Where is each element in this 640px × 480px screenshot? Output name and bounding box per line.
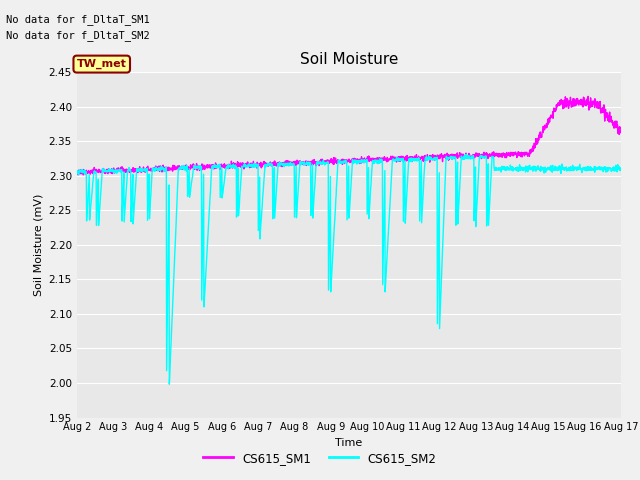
X-axis label: Time: Time — [335, 438, 362, 448]
Text: No data for f_DltaT_SM1: No data for f_DltaT_SM1 — [6, 13, 150, 24]
Y-axis label: Soil Moisture (mV): Soil Moisture (mV) — [33, 193, 43, 296]
Text: TW_met: TW_met — [77, 59, 127, 69]
Text: No data for f_DltaT_SM2: No data for f_DltaT_SM2 — [6, 30, 150, 41]
Title: Soil Moisture: Soil Moisture — [300, 52, 398, 67]
Legend: CS615_SM1, CS615_SM2: CS615_SM1, CS615_SM2 — [198, 447, 442, 469]
